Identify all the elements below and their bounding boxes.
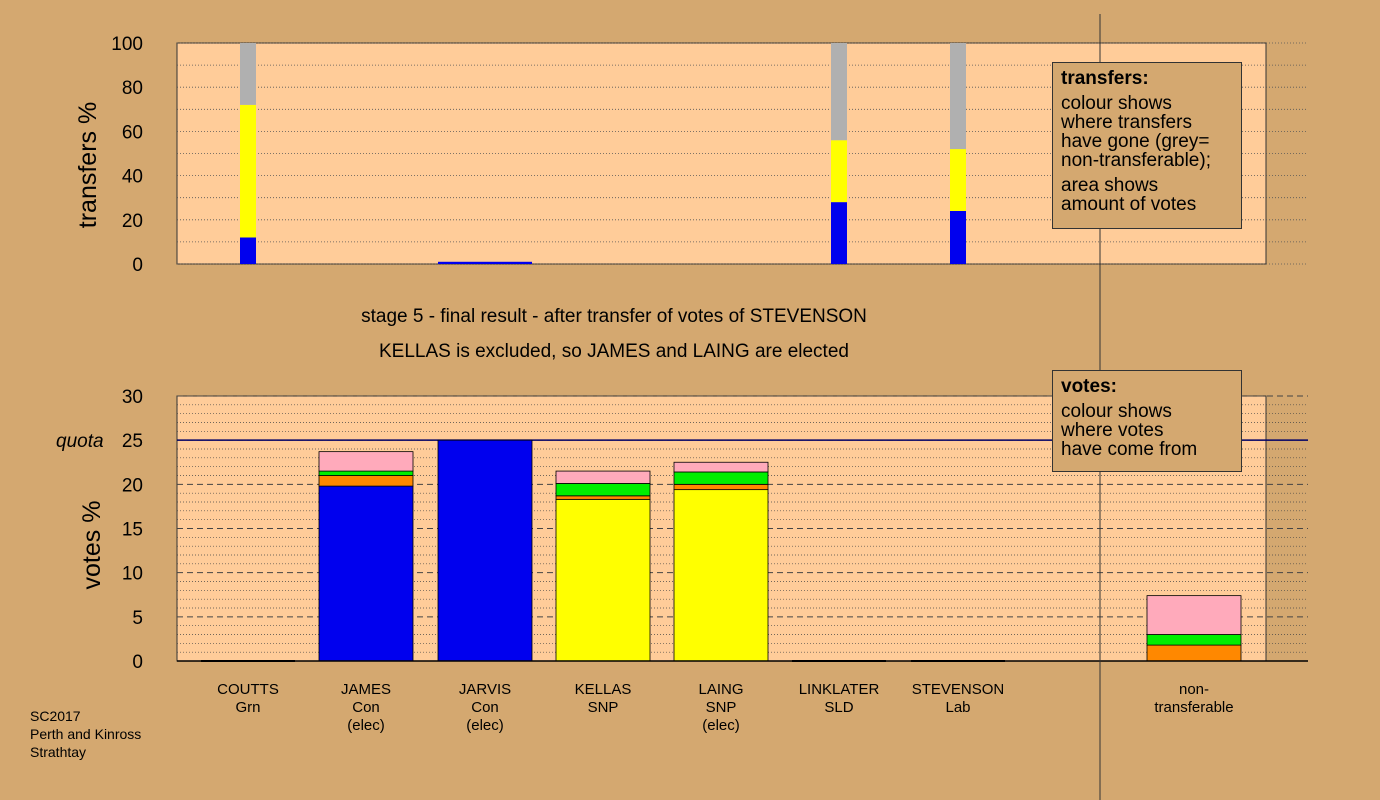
- vote-bar-segment: [673, 461, 769, 473]
- votes-legend-line: colour shows: [1061, 401, 1172, 422]
- vote-bar-segment: [1146, 644, 1242, 662]
- transfer-bar-segment: [950, 149, 966, 211]
- candidate-party-label: Grn: [235, 699, 260, 716]
- footer-council: Perth and Kinross: [30, 726, 142, 742]
- transfers-legend-line: have gone (grey=: [1061, 131, 1210, 152]
- transfer-bar-segment: [831, 140, 847, 203]
- vote-bar-segment: [673, 489, 769, 662]
- vote-bar-segment: [437, 439, 533, 662]
- votes-legend-line: where votes: [1061, 420, 1164, 441]
- transfer-bar-segment: [950, 43, 966, 150]
- transfers-y-tick: 60: [122, 122, 143, 143]
- stage-caption: stage 5 - final result - after transfer …: [361, 306, 867, 327]
- candidate-party-label: SNP: [706, 699, 737, 716]
- vote-bar-segment: [1146, 634, 1242, 646]
- votes-legend: votes: colour shows where votes have com…: [1052, 370, 1242, 472]
- transfers-legend-line: where transfers: [1061, 112, 1192, 133]
- vote-bar-segment: [318, 451, 414, 472]
- transfer-bar-segment: [240, 237, 256, 264]
- candidate-name-label: LINKLATER: [799, 681, 880, 698]
- election-footer: SC2017 Perth and Kinross Strathtay: [30, 707, 141, 761]
- vote-bar-segment: [318, 470, 414, 476]
- vote-bar-segment: [318, 475, 414, 487]
- votes-y-tick: 25: [122, 431, 143, 452]
- candidate-elected-label: (elec): [466, 717, 504, 734]
- transfers-legend-title: transfers:: [1061, 68, 1149, 89]
- votes-y-tick: 10: [122, 564, 143, 585]
- candidate-name-label: JARVIS: [459, 681, 511, 698]
- candidate-party-label: SNP: [588, 699, 619, 716]
- vote-bar-segment: [555, 483, 651, 497]
- transfer-bar-segment: [438, 261, 532, 264]
- candidate-party-label: Lab: [945, 699, 970, 716]
- vote-bar-segment: [673, 471, 769, 485]
- votes-legend-title: votes:: [1061, 376, 1117, 397]
- transfers-legend-line: non-transferable);: [1061, 150, 1211, 171]
- transfers-legend: transfers: colour shows where transfers …: [1052, 62, 1242, 229]
- transfers-y-tick: 0: [132, 255, 143, 276]
- vote-bar-segment: [1146, 595, 1242, 635]
- votes-y-tick: 0: [132, 652, 143, 673]
- candidate-name-label: LAING: [698, 681, 743, 698]
- transfer-bar-segment: [831, 43, 847, 141]
- vote-bar-segment: [318, 485, 414, 662]
- transfers-y-tick: 40: [122, 167, 143, 188]
- candidate-party-label: Con: [352, 699, 380, 716]
- vote-bar-segment: [555, 498, 651, 662]
- candidate-party-label: transferable: [1154, 699, 1233, 716]
- candidate-elected-label: (elec): [702, 717, 740, 734]
- candidate-name-label: COUTTS: [217, 681, 279, 698]
- footer-ward: Strathtay: [30, 744, 87, 760]
- candidate-name-label: JAMES: [341, 681, 391, 698]
- transfers-y-axis-title: transfers %: [74, 102, 102, 228]
- transfers-y-tick: 20: [122, 211, 143, 232]
- transfers-y-tick: 80: [122, 78, 143, 99]
- transfer-bar-segment: [240, 43, 256, 105]
- transfers-legend-line: area shows: [1061, 175, 1159, 196]
- candidate-elected-label: (elec): [347, 717, 385, 734]
- candidate-name-label: KELLAS: [575, 681, 632, 698]
- candidate-name-label: non-: [1179, 681, 1209, 698]
- transfers-legend-line: amount of votes: [1061, 194, 1197, 215]
- vote-bar-segment: [673, 483, 769, 491]
- candidate-party-label: SLD: [824, 699, 853, 716]
- transfers-y-tick: 100: [111, 34, 143, 55]
- votes-legend-line: have come from: [1061, 439, 1198, 460]
- quota-label: quota: [56, 431, 104, 452]
- votes-y-tick: 30: [122, 387, 143, 408]
- vote-bar-segment: [555, 470, 651, 484]
- candidate-name-label: STEVENSON: [912, 681, 1005, 698]
- transfers-legend-line: colour shows: [1061, 93, 1172, 114]
- transfer-bar-segment: [950, 210, 966, 264]
- candidate-party-label: Con: [471, 699, 499, 716]
- vote-bar-segment: [555, 495, 651, 500]
- result-caption: KELLAS is excluded, so JAMES and LAING a…: [379, 341, 849, 362]
- votes-y-tick: 15: [122, 520, 143, 541]
- footer-election: SC2017: [30, 708, 81, 724]
- votes-y-axis-title: votes %: [78, 501, 106, 590]
- transfer-bar-segment: [240, 104, 256, 238]
- transfer-bar-segment: [831, 202, 847, 264]
- votes-y-tick: 20: [122, 475, 143, 496]
- votes-y-tick: 5: [132, 608, 143, 629]
